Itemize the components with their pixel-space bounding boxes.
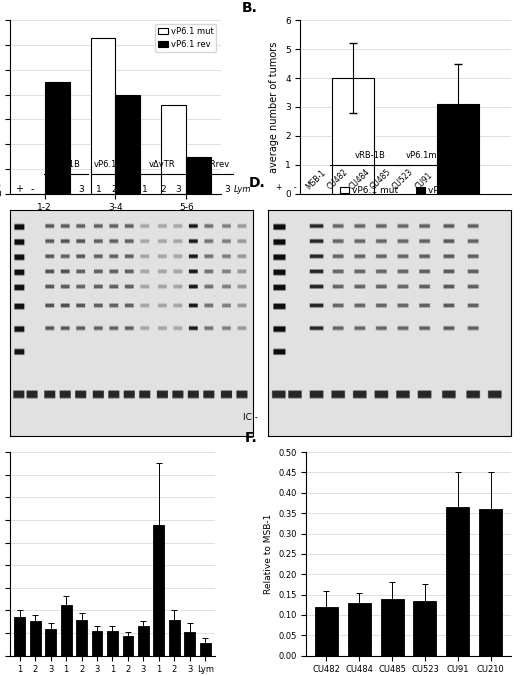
- Bar: [45, 629, 56, 656]
- Text: MSB-1: MSB-1: [305, 168, 328, 192]
- Text: 3: 3: [127, 185, 132, 194]
- Text: vP6.1mut: vP6.1mut: [405, 151, 445, 160]
- Bar: [45, 82, 69, 194]
- Text: +: +: [15, 184, 23, 194]
- Bar: [479, 509, 502, 656]
- Bar: [348, 603, 370, 656]
- Text: vRB-1B: vRB-1B: [355, 151, 386, 160]
- Bar: [446, 507, 469, 656]
- Text: B.: B.: [242, 1, 257, 15]
- Bar: [332, 78, 374, 194]
- Text: C.: C.: [0, 176, 2, 190]
- Bar: [186, 157, 211, 194]
- Legend: vP6.1 mut, vP6.1 rev: vP6.1 mut, vP6.1 rev: [338, 183, 473, 198]
- Text: IC -: IC -: [243, 414, 258, 422]
- Bar: [122, 637, 133, 656]
- Bar: [154, 525, 164, 656]
- Text: Lym: Lym: [233, 185, 251, 194]
- Text: -: -: [293, 183, 296, 192]
- Text: 2: 2: [160, 185, 166, 194]
- Y-axis label: Relative to MSB-1: Relative to MSB-1: [264, 514, 272, 594]
- Text: 3: 3: [224, 185, 230, 194]
- Bar: [414, 601, 437, 656]
- Bar: [30, 621, 41, 656]
- Bar: [315, 607, 338, 656]
- Bar: [380, 599, 404, 656]
- Bar: [184, 632, 195, 656]
- Bar: [138, 626, 149, 656]
- Text: vP6.1mut: vP6.1mut: [94, 160, 134, 169]
- Text: D.: D.: [249, 176, 265, 190]
- Text: CU523: CU523: [391, 168, 415, 192]
- Text: CU484: CU484: [348, 168, 371, 192]
- Text: -: -: [31, 184, 34, 194]
- Text: 2: 2: [206, 185, 212, 194]
- Text: 1: 1: [47, 185, 53, 194]
- Text: 1: 1: [142, 185, 148, 194]
- Text: 3: 3: [175, 185, 181, 194]
- Text: CU482: CU482: [326, 168, 350, 192]
- Bar: [91, 38, 116, 194]
- Text: CU210: CU210: [437, 168, 461, 192]
- Text: 2: 2: [111, 185, 117, 194]
- Y-axis label: average number of tumors: average number of tumors: [269, 41, 279, 172]
- Bar: [116, 95, 140, 194]
- Bar: [76, 619, 87, 656]
- Bar: [107, 631, 118, 656]
- X-axis label: number of tumors / animal: number of tumors / animal: [50, 218, 181, 228]
- Text: 3: 3: [78, 185, 84, 194]
- Text: CU91: CU91: [414, 171, 435, 192]
- Bar: [162, 105, 186, 194]
- Text: 1: 1: [96, 185, 102, 194]
- Bar: [14, 617, 25, 656]
- Text: 2: 2: [63, 185, 68, 194]
- Text: vΔvTRrev: vΔvTRrev: [190, 160, 230, 169]
- Text: vRB-1B: vRB-1B: [50, 160, 81, 169]
- Text: vΔvTR: vΔvTR: [148, 160, 175, 169]
- Bar: [437, 104, 479, 194]
- Bar: [60, 605, 71, 656]
- Text: F.: F.: [245, 431, 258, 445]
- Text: +: +: [276, 183, 282, 192]
- Bar: [169, 619, 180, 656]
- Bar: [200, 643, 210, 656]
- Text: CU485: CU485: [369, 168, 393, 192]
- Text: 1: 1: [191, 185, 196, 194]
- Bar: [92, 631, 103, 656]
- Legend: vP6.1 mut, vP6.1 rev: vP6.1 mut, vP6.1 rev: [155, 24, 216, 51]
